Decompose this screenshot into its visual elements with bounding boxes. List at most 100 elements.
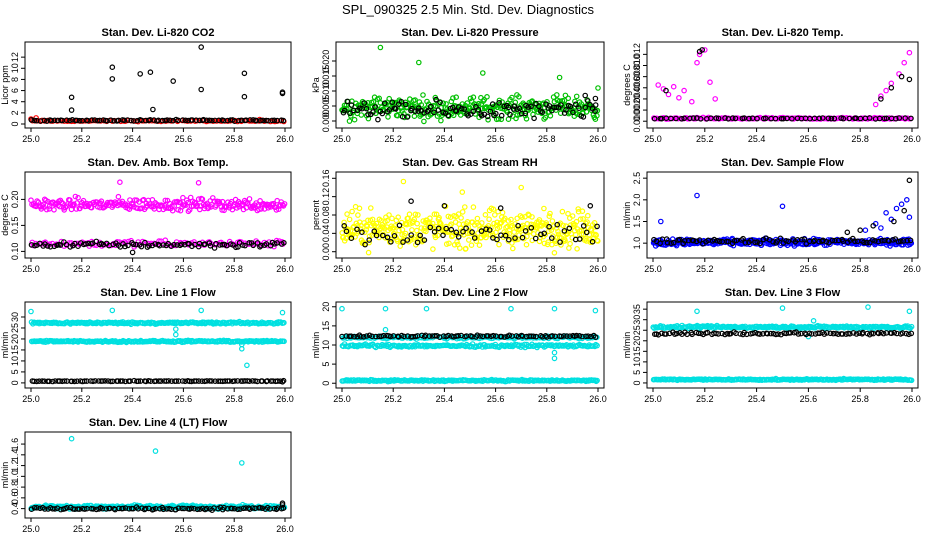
x-tick-label: 26.0 bbox=[589, 134, 607, 144]
x-tick-label: 26.0 bbox=[903, 394, 921, 404]
data-point bbox=[463, 225, 469, 232]
data-point bbox=[665, 91, 672, 98]
data-point bbox=[198, 307, 205, 314]
plot-frame bbox=[646, 41, 919, 129]
data-point bbox=[382, 326, 389, 333]
data-point bbox=[412, 108, 418, 115]
data-point bbox=[496, 100, 502, 106]
x-axis: 25.0 25.2 25.4 25.6 25.8 26.0 bbox=[644, 388, 921, 404]
data-point bbox=[866, 239, 873, 246]
data-point bbox=[547, 113, 554, 119]
data-point bbox=[715, 115, 722, 122]
data-point bbox=[551, 355, 558, 362]
data-point bbox=[577, 216, 584, 223]
data-point bbox=[80, 197, 87, 204]
y-tick-label: 0.20 bbox=[10, 191, 20, 209]
data-point bbox=[130, 241, 137, 248]
data-point bbox=[94, 117, 101, 124]
data-point bbox=[486, 227, 493, 233]
data-point bbox=[563, 107, 569, 113]
data-point bbox=[740, 235, 746, 242]
data-point bbox=[69, 378, 75, 385]
data-point bbox=[714, 237, 720, 244]
data-point bbox=[467, 95, 474, 102]
y-tick-label: 1.5 bbox=[632, 215, 642, 228]
panel-title: Stan. Dev. Li-820 CO2 bbox=[102, 27, 215, 39]
y-axis-label: percent bbox=[311, 199, 321, 230]
data-point bbox=[423, 228, 429, 235]
data-point bbox=[904, 237, 911, 244]
y-axis: 1.01.52.02.5 bbox=[632, 172, 647, 249]
data-point bbox=[573, 93, 580, 100]
data-point bbox=[494, 236, 500, 243]
y-tick-label: 10 bbox=[632, 357, 642, 367]
data-point bbox=[522, 228, 529, 234]
y-axis-label: Licor ppm bbox=[0, 65, 10, 105]
data-point bbox=[371, 228, 378, 235]
data-point bbox=[492, 110, 499, 117]
data-point bbox=[281, 319, 287, 326]
data-point bbox=[906, 308, 913, 315]
data-point bbox=[41, 117, 48, 124]
data-point bbox=[546, 223, 552, 230]
y-tick-label: 0 bbox=[10, 380, 20, 385]
y-tick-label: 5 bbox=[321, 362, 331, 367]
data-point bbox=[131, 118, 137, 124]
data-point bbox=[722, 115, 728, 121]
data-point bbox=[348, 235, 355, 242]
data-point bbox=[40, 201, 47, 208]
data-point bbox=[541, 230, 548, 237]
data-point bbox=[580, 223, 587, 229]
data-point bbox=[279, 90, 286, 97]
data-point bbox=[400, 178, 407, 185]
data-point bbox=[377, 44, 384, 51]
data-point bbox=[372, 104, 378, 110]
y-tick-label: 4 bbox=[10, 99, 20, 104]
figure-title: SPL_090325 2.5 Min. Std. Dev. Diagnostic… bbox=[342, 2, 594, 17]
data-point bbox=[657, 240, 663, 247]
data-point bbox=[121, 117, 128, 124]
data-point bbox=[514, 106, 520, 113]
data-point bbox=[158, 378, 164, 384]
data-point bbox=[502, 232, 509, 239]
data-point bbox=[109, 307, 116, 314]
data-point bbox=[182, 117, 189, 124]
data-point bbox=[440, 232, 446, 239]
data-point bbox=[519, 214, 525, 221]
data-point bbox=[505, 116, 512, 123]
data-point bbox=[356, 205, 363, 212]
x-tick-label: 25.8 bbox=[851, 264, 869, 274]
data-point bbox=[906, 177, 913, 184]
data-point bbox=[429, 220, 436, 227]
data-point bbox=[540, 220, 546, 226]
data-point bbox=[226, 378, 233, 384]
x-tick-label: 25.6 bbox=[487, 134, 505, 144]
series-black bbox=[28, 44, 287, 125]
data-point bbox=[553, 104, 560, 111]
data-point bbox=[152, 448, 159, 454]
y-tick-label: 0.010 bbox=[321, 80, 331, 103]
data-point bbox=[185, 208, 192, 215]
data-point bbox=[681, 115, 688, 122]
data-point bbox=[147, 69, 154, 76]
x-tick-label: 26.0 bbox=[276, 524, 294, 534]
data-point bbox=[690, 237, 697, 244]
data-point bbox=[746, 115, 752, 122]
data-point bbox=[908, 240, 915, 247]
data-point bbox=[74, 200, 80, 206]
data-point bbox=[551, 349, 558, 356]
data-point bbox=[160, 242, 167, 248]
y-axis-label: ml/min bbox=[622, 202, 632, 229]
data-point bbox=[46, 378, 53, 385]
data-point bbox=[135, 378, 142, 385]
data-point bbox=[341, 107, 348, 114]
data-point bbox=[170, 78, 177, 84]
data-point bbox=[883, 115, 890, 122]
data-point bbox=[844, 229, 851, 236]
data-point bbox=[257, 244, 263, 250]
y-tick-label: 2.5 bbox=[632, 172, 642, 185]
y-tick-label: 0.000 bbox=[321, 110, 331, 133]
data-point bbox=[244, 362, 250, 369]
data-point bbox=[168, 243, 175, 250]
